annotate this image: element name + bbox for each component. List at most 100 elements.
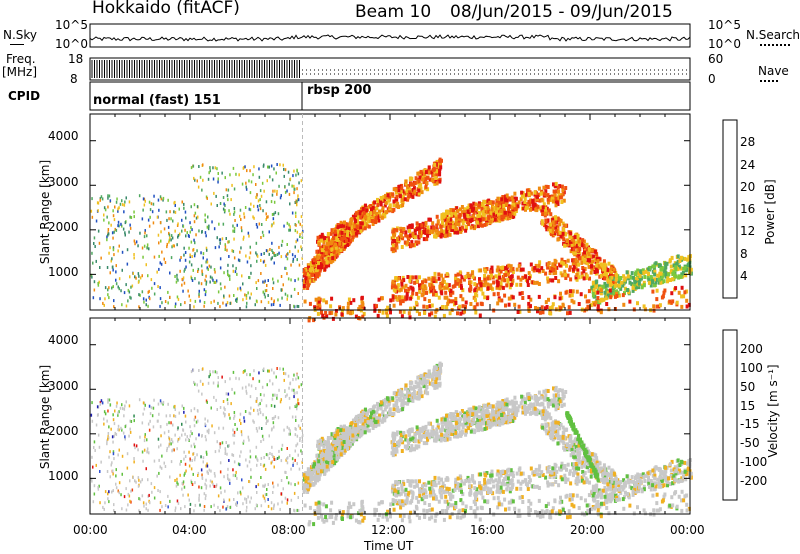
power-cell bbox=[182, 289, 184, 293]
velocity-cell bbox=[252, 419, 254, 423]
velocity-cell bbox=[300, 419, 303, 423]
velocity-cell bbox=[125, 487, 127, 491]
velocity-cell bbox=[273, 404, 276, 408]
power-cell bbox=[599, 288, 603, 293]
power-cell bbox=[260, 259, 262, 262]
power-cell bbox=[563, 231, 567, 236]
power-cell bbox=[279, 196, 282, 200]
power-cell bbox=[231, 249, 233, 253]
power-cell bbox=[385, 313, 389, 318]
power-cell bbox=[374, 216, 378, 220]
velocity-cell bbox=[288, 432, 290, 436]
power-cell bbox=[253, 165, 255, 169]
power-cell bbox=[406, 234, 410, 239]
power-cell bbox=[379, 196, 383, 201]
power-cell bbox=[191, 228, 193, 232]
power-cell bbox=[411, 232, 415, 237]
power-cell bbox=[685, 298, 689, 303]
power-cell bbox=[510, 195, 514, 200]
power-cell bbox=[597, 256, 601, 261]
power-cell bbox=[418, 226, 422, 230]
power-cell bbox=[429, 286, 432, 291]
power-cell bbox=[229, 277, 231, 281]
power-cell bbox=[460, 225, 464, 230]
velocity-cell bbox=[116, 401, 118, 405]
velocity-cell bbox=[293, 373, 295, 377]
velocity-cell bbox=[189, 459, 191, 463]
power-cell bbox=[486, 276, 490, 281]
power-cell bbox=[217, 172, 219, 175]
power-cell bbox=[141, 290, 144, 294]
velocity-cell bbox=[259, 411, 262, 415]
power-cell bbox=[169, 236, 171, 240]
power-cell bbox=[670, 291, 674, 296]
power-cell bbox=[569, 231, 573, 236]
power-cell bbox=[158, 267, 160, 271]
velocity-cell bbox=[225, 392, 228, 396]
power-cell bbox=[552, 222, 556, 227]
power-cell bbox=[485, 210, 489, 214]
velocity-cell bbox=[168, 437, 171, 441]
velocity-cell bbox=[190, 444, 193, 448]
velocity-ytick-4000: 4000 bbox=[48, 333, 79, 347]
power-cell bbox=[300, 179, 303, 183]
velocity-cell bbox=[223, 498, 225, 502]
power-cell bbox=[307, 318, 311, 323]
power-cell bbox=[655, 288, 659, 293]
velocity-cell bbox=[177, 501, 180, 505]
velocity-cell bbox=[146, 450, 148, 454]
power-cell bbox=[656, 273, 660, 278]
velocity-cell bbox=[207, 471, 209, 475]
power-cell bbox=[529, 304, 532, 309]
power-cell bbox=[259, 204, 261, 207]
power-cell bbox=[594, 300, 598, 305]
velocity-cell bbox=[241, 433, 243, 437]
power-cell bbox=[683, 290, 687, 295]
velocity-cell bbox=[176, 499, 179, 503]
velocity-cell bbox=[239, 412, 242, 416]
power-cell bbox=[631, 285, 635, 290]
power-cell bbox=[486, 282, 490, 287]
power-cell bbox=[396, 201, 400, 206]
velocity-cell bbox=[243, 419, 246, 423]
velocity-cell bbox=[205, 484, 208, 488]
velocity-cell bbox=[102, 505, 104, 509]
power-cell bbox=[516, 204, 520, 209]
power-cell bbox=[118, 277, 121, 281]
velocity-cell bbox=[262, 464, 265, 468]
power-cell bbox=[583, 259, 586, 264]
power-cell bbox=[248, 256, 251, 260]
velocity-cell bbox=[96, 405, 99, 409]
power-cell bbox=[554, 181, 558, 186]
velocity-cell bbox=[235, 470, 237, 474]
power-cell bbox=[163, 257, 165, 261]
power-cell bbox=[587, 299, 591, 304]
velocity-cell bbox=[270, 501, 273, 505]
velocity-cell bbox=[270, 368, 273, 372]
power-cell bbox=[532, 205, 536, 210]
power-cell bbox=[147, 304, 149, 308]
power-cell bbox=[422, 180, 426, 185]
velocity-cell bbox=[294, 415, 297, 419]
power-cell bbox=[477, 224, 480, 229]
power-cell bbox=[435, 181, 439, 186]
power-cell bbox=[170, 234, 173, 238]
power-cell bbox=[178, 207, 180, 211]
velocity-cell bbox=[271, 417, 274, 420]
power-cell bbox=[168, 233, 171, 237]
power-cell bbox=[653, 283, 656, 288]
power-cell bbox=[439, 289, 443, 294]
power-cell bbox=[521, 296, 525, 300]
power-cell bbox=[472, 216, 476, 221]
power-cell bbox=[157, 233, 160, 237]
power-cell bbox=[207, 177, 210, 181]
power-cell bbox=[256, 193, 258, 196]
power-cell bbox=[505, 193, 509, 198]
velocity-cell bbox=[170, 421, 172, 425]
power-cell bbox=[443, 295, 447, 300]
nsky-tick-high: 10^5 bbox=[55, 18, 88, 32]
power-cell bbox=[336, 228, 340, 233]
power-cell bbox=[591, 266, 595, 271]
nave-dots bbox=[760, 80, 778, 82]
velocity-cell bbox=[262, 494, 264, 498]
